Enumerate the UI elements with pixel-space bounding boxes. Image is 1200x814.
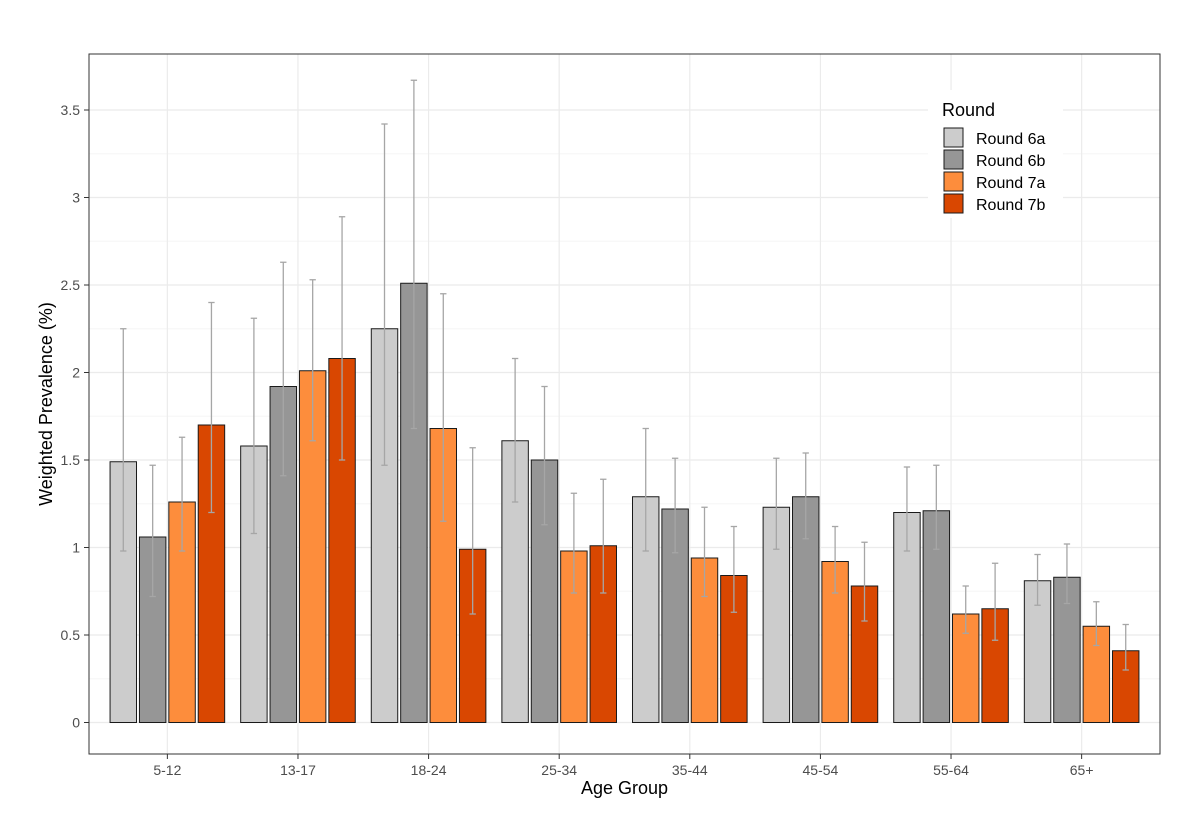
y-tick-label: 0.5 (61, 627, 81, 643)
legend-label: Round 7b (976, 197, 1045, 214)
legend-key (943, 149, 964, 170)
x-tick-label: 5-12 (153, 762, 181, 778)
legend-label: Round 7a (976, 175, 1045, 192)
y-tick-label: 1.5 (61, 452, 81, 468)
legend-key (943, 127, 964, 148)
x-tick-label: 13-17 (280, 762, 316, 778)
x-axis-title: Age Group (581, 778, 668, 798)
x-axis-ticks: 5-12 13-17 18-24 25-34 35-44 45-54 55-64 65+ (153, 754, 1094, 778)
legend-key (943, 193, 964, 214)
x-tick-label: 18-24 (411, 762, 447, 778)
x-tick-label: 65+ (1070, 762, 1094, 778)
y-axis-title: Weighted Prevalence (%) (36, 302, 56, 506)
y-tick-label: 3 (72, 190, 80, 206)
x-tick-label: 25-34 (541, 762, 577, 778)
y-tick-label: 1 (72, 540, 80, 556)
y-tick-label: 0 (72, 715, 80, 731)
y-tick-label: 2 (72, 365, 80, 381)
legend-key (943, 171, 964, 192)
legend: Round Round 6a Round 6b Round 7a Round 7b (928, 90, 1063, 218)
x-tick-label: 45-54 (803, 762, 839, 778)
panel-border (88, 53, 1161, 755)
bar (370, 328, 399, 723)
bar (400, 282, 428, 723)
y-axis-ticks: 0 0.5 1 1.5 2 2.5 3 3.5 (61, 102, 89, 731)
legend-label: Round 6a (976, 131, 1045, 148)
x-tick-label: 55-64 (933, 762, 969, 778)
y-tick-label: 3.5 (61, 102, 81, 118)
bar (893, 512, 921, 723)
y-tick-label: 2.5 (61, 277, 81, 293)
legend-title: Round (942, 100, 995, 120)
legend-label: Round 6b (976, 153, 1045, 170)
error-bars (120, 79, 1129, 671)
x-tick-label: 35-44 (672, 762, 708, 778)
